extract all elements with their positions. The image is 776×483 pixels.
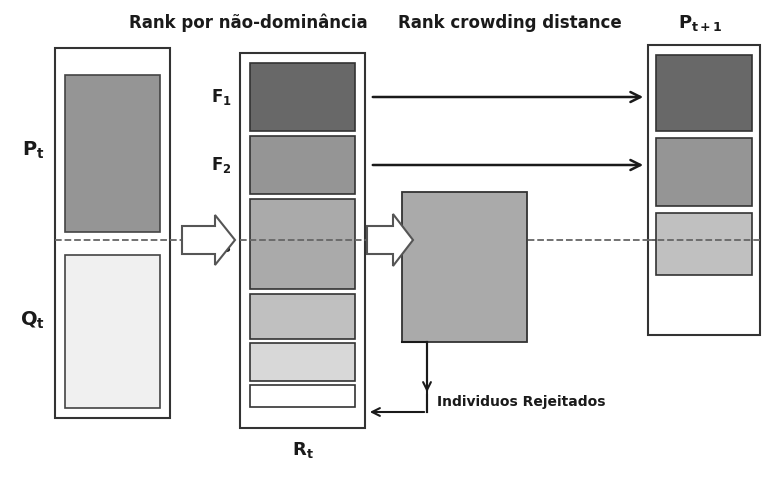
Polygon shape (367, 214, 413, 266)
Bar (250, 385, 355, 407)
Bar (250, 136, 355, 194)
Text: $\mathbf{F_3}$: $\mathbf{F_3}$ (211, 234, 232, 254)
Bar (240, 53, 365, 428)
Text: $\mathbf{F_2}$: $\mathbf{F_2}$ (212, 155, 232, 175)
Bar (65, 75, 160, 232)
Bar (656, 213, 752, 275)
Bar (250, 343, 355, 381)
Text: $\mathbf{P_{t+1}}$: $\mathbf{P_{t+1}}$ (677, 13, 722, 33)
Text: Individuos Rejeitados: Individuos Rejeitados (437, 395, 605, 409)
Bar (250, 63, 355, 131)
Bar (250, 294, 355, 339)
Bar (656, 55, 752, 131)
Bar (250, 199, 355, 289)
Text: $\mathbf{Q_t}$: $\mathbf{Q_t}$ (20, 309, 45, 331)
Polygon shape (182, 215, 235, 265)
Text: $\mathbf{R_t}$: $\mathbf{R_t}$ (292, 440, 314, 460)
Text: $\mathbf{P_t}$: $\mathbf{P_t}$ (23, 140, 45, 161)
Text: Rank crowding distance: Rank crowding distance (398, 14, 622, 32)
Bar (648, 45, 760, 335)
Text: $\mathbf{F_1}$: $\mathbf{F_1}$ (211, 87, 232, 107)
Text: Rank por não-dominância: Rank por não-dominância (129, 14, 367, 32)
Bar (656, 138, 752, 206)
Bar (402, 192, 527, 342)
Bar (65, 255, 160, 408)
Bar (55, 48, 170, 418)
